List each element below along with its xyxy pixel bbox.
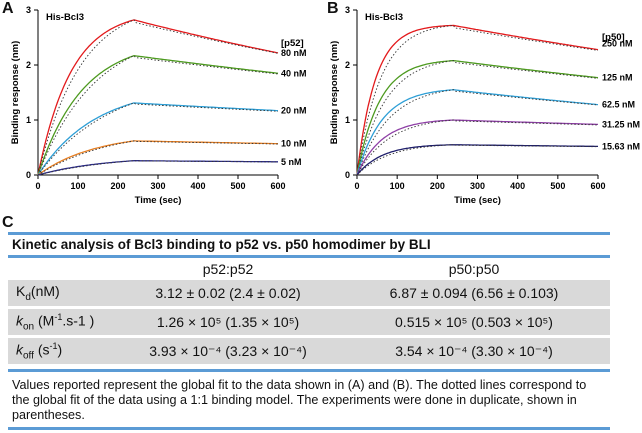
fit-line xyxy=(37,140,278,176)
x-tick-label: 600 xyxy=(590,181,605,191)
col-header-p52: p52:p52 xyxy=(202,261,254,277)
fit-line xyxy=(356,119,599,176)
series-label: 5 nM xyxy=(281,157,302,167)
series-line xyxy=(37,102,278,176)
x-tick-label: 500 xyxy=(550,181,565,191)
series-label: 125 nM xyxy=(602,73,633,83)
value-kon-p50: 0.515 × 10⁵ (0.503 × 10⁵) xyxy=(395,314,553,330)
x-tick-label: 0 xyxy=(35,181,40,191)
series-label: 20 nM xyxy=(281,106,307,116)
col-header-p50: p50:p50 xyxy=(448,261,500,277)
value-kon-p52: 1.26 × 10⁵ (1.35 × 10⁵) xyxy=(156,314,300,330)
panel-label-a: A xyxy=(2,0,14,17)
fit-line xyxy=(356,24,599,176)
fit-line xyxy=(356,89,599,176)
series-line xyxy=(356,144,598,176)
param-koff: koff (s-1) xyxy=(16,340,63,362)
series-label: 40 nM xyxy=(281,68,307,78)
x-tick-label: 500 xyxy=(230,181,245,191)
y-tick-label: 3 xyxy=(26,5,31,15)
fit-line xyxy=(356,144,598,176)
y-tick-label: 0 xyxy=(345,170,350,180)
chart-title: His-Bcl3 xyxy=(46,12,84,23)
table-header: p52:p52 p50:p50 xyxy=(8,258,610,280)
chart-a: 0 100 200 300 400 500 600 0 1 2 3 Time (sec) Binding… xyxy=(10,5,307,206)
x-tick-label: 600 xyxy=(270,181,285,191)
y-tick-label: 1 xyxy=(345,115,350,125)
x-axis-title: Time (sec) xyxy=(135,195,182,206)
y-tick-label: 3 xyxy=(345,5,350,15)
series-label: 15.63 nM xyxy=(602,141,640,151)
y-axis-title: Binding response (nm) xyxy=(10,41,21,144)
x-tick-label: 200 xyxy=(430,181,445,191)
table-row-kd: Kd(nM) 3.12 ± 0.02 (2.4 ± 0.02) 6.87 ± 0… xyxy=(8,280,610,309)
series-line xyxy=(37,19,279,176)
panel-label-b: B xyxy=(327,0,339,17)
y-axis-title: Binding response (nm) xyxy=(329,41,340,144)
y-tick-label: 0 xyxy=(26,170,31,180)
series-label: 250 nM xyxy=(602,39,633,49)
series-line xyxy=(356,59,599,176)
series-label: 31.25 nM xyxy=(602,119,640,129)
x-axis-title: Time (sec) xyxy=(454,195,501,206)
x-tick-label: 400 xyxy=(190,181,205,191)
fit-line xyxy=(37,19,279,176)
value-koff-p50: 3.54 × 10⁻⁴ (3.30 × 10⁻⁴) xyxy=(395,342,553,359)
y-tick-label: 1 xyxy=(26,115,31,125)
legend-title: [p50] xyxy=(602,32,625,43)
table-footnote: Values reported represent the global fit… xyxy=(8,369,610,430)
series-line xyxy=(356,89,599,176)
value-kd-p52: 3.12 ± 0.02 (2.4 ± 0.02) xyxy=(155,285,301,301)
panel-label-c: C xyxy=(2,214,14,231)
series-line xyxy=(37,160,278,176)
series-label: 10 nM xyxy=(281,139,307,149)
x-tick-label: 400 xyxy=(510,181,525,191)
series-line xyxy=(356,24,599,176)
fit-line xyxy=(37,55,279,176)
y-tick-label: 2 xyxy=(345,60,350,70)
series-line xyxy=(37,140,279,176)
kinetics-table: Kinetic analysis of Bcl3 binding to p52 … xyxy=(8,232,610,430)
x-tick-label: 300 xyxy=(470,181,485,191)
fit-line xyxy=(356,60,599,176)
legend-title: [p52] xyxy=(281,38,304,49)
chart-title: His-Bcl3 xyxy=(365,12,403,23)
x-tick-label: 0 xyxy=(354,181,359,191)
x-tick-label: 100 xyxy=(70,181,85,191)
series-line xyxy=(356,119,598,176)
table-row-koff: koff (s-1) 3.93 × 10⁻⁴ (3.23 × 10⁻⁴) 3.5… xyxy=(8,338,610,367)
table-title: Kinetic analysis of Bcl3 binding to p52 … xyxy=(8,232,610,258)
y-tick-label: 2 xyxy=(26,60,31,70)
series-label: 80 nM xyxy=(281,48,307,58)
value-koff-p52: 3.93 × 10⁻⁴ (3.23 × 10⁻⁴) xyxy=(149,342,307,359)
table-row-kon: kon (M-1.s-1 ) 1.26 × 10⁵ (1.35 × 10⁵) 0… xyxy=(8,309,610,338)
chart-b: 0 100 200 300 400 500 600 0 1 2 3 Time (sec) Binding… xyxy=(329,5,640,206)
x-tick-label: 100 xyxy=(390,181,405,191)
value-kd-p50: 6.87 ± 0.094 (6.56 ± 0.103) xyxy=(389,285,559,301)
x-tick-label: 300 xyxy=(150,181,165,191)
series-label: 62.5 nM xyxy=(602,100,635,110)
x-tick-label: 200 xyxy=(110,181,125,191)
param-kd: Kd(nM) xyxy=(16,283,60,303)
series-line xyxy=(37,55,279,176)
param-kon: kon (M-1.s-1 ) xyxy=(16,311,95,333)
fit-line xyxy=(37,102,279,176)
